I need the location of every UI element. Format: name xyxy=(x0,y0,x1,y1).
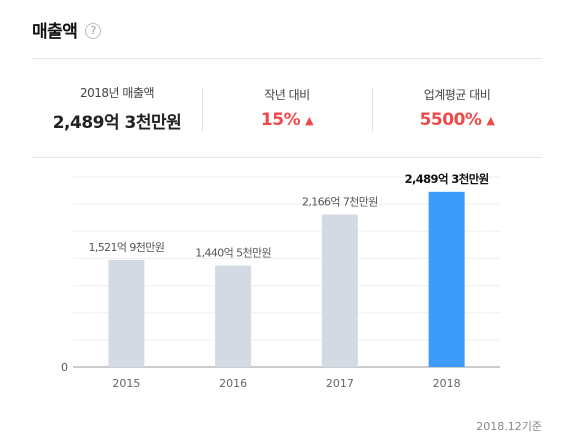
industry-value: 5500% xyxy=(419,110,482,130)
x-tick-label: 2017 xyxy=(326,377,354,390)
data-label: 2,489억 3천만원 xyxy=(405,172,489,186)
data-label: 2,166억 7천만원 xyxy=(302,195,378,209)
revenue-value: 2,489억 3천만원 xyxy=(52,112,182,133)
data-label: 1,440억 5천만원 xyxy=(195,246,271,260)
x-tick-label: 2018 xyxy=(433,377,461,390)
section-header: 매출액 ? xyxy=(32,14,102,44)
industry-label: 업계평균 대비 xyxy=(423,88,491,102)
divider xyxy=(32,58,542,59)
x-tick-label: 2015 xyxy=(112,377,140,390)
up-arrow-icon: ▲ xyxy=(305,113,314,127)
divider xyxy=(32,157,542,158)
x-tick-label: 2016 xyxy=(219,377,247,390)
basis-date-note: 2018.12기준 xyxy=(476,420,542,433)
stat-revenue: 2018년 매출액 2,489억 3천만원 xyxy=(32,59,202,157)
stat-yoy: 작년 대비 15% ▲ xyxy=(202,59,372,157)
y-tick-label: 0 xyxy=(61,361,68,374)
bar-2018 xyxy=(428,191,465,367)
bar-2017 xyxy=(321,214,358,367)
industry-value-row: 5500% ▲ xyxy=(420,110,495,130)
up-arrow-icon: ▲ xyxy=(486,113,495,127)
section-title: 매출액 xyxy=(32,21,78,42)
yoy-value: 15% xyxy=(260,110,301,130)
stat-industry: 업계평균 대비 5500% ▲ xyxy=(372,59,542,157)
yoy-value-row: 15% ▲ xyxy=(260,110,314,130)
question-icon[interactable]: ? xyxy=(85,22,102,39)
bar-2016 xyxy=(215,265,252,367)
revenue-label: 2018년 매출액 xyxy=(79,85,155,100)
yoy-label: 작년 대비 xyxy=(264,88,310,102)
summary-bar: 2018년 매출액 2,489억 3천만원 작년 대비 15% ▲ 업계평균 대… xyxy=(32,59,542,157)
bar-2015 xyxy=(108,259,145,367)
revenue-bar-chart: 0 1,521억 9천만원 2015 1,440억 5천만원 2016 2,166억 7천… xyxy=(61,172,500,390)
data-label: 1,521억 9천만원 xyxy=(88,240,164,254)
